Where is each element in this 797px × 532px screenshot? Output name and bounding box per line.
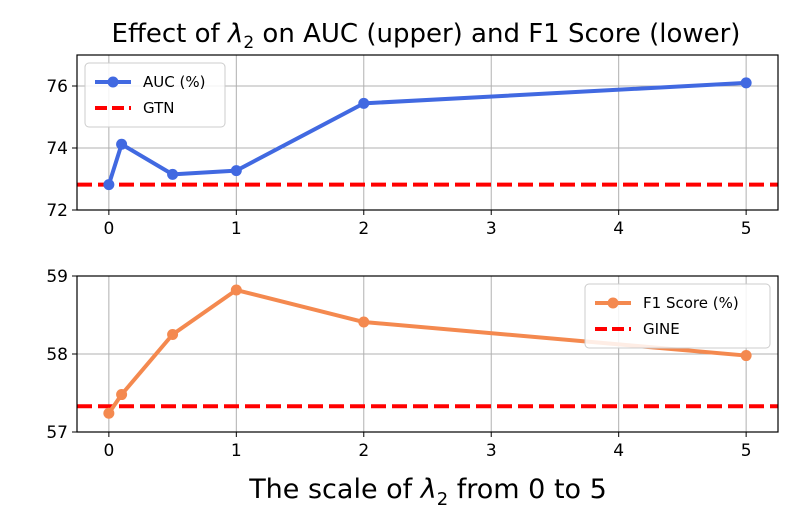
upper-panel: 0 1 2 3 4 5 72 74 76 AUC (%) GTN xyxy=(46,54,779,239)
data-point xyxy=(167,329,179,340)
data-point xyxy=(103,179,115,191)
data-point xyxy=(167,168,179,180)
x-tick-label: 1 xyxy=(231,219,242,239)
series-line xyxy=(106,80,747,186)
x-tick-label: 5 xyxy=(741,441,752,461)
legend-label: F1 Score (%) xyxy=(643,294,739,312)
data-point xyxy=(116,389,128,401)
data-point xyxy=(103,407,115,419)
data-point xyxy=(358,97,370,109)
legend-marker xyxy=(107,76,119,88)
y-tick-label: 74 xyxy=(46,139,68,159)
y-tick-label: 76 xyxy=(46,77,68,97)
plot-frame xyxy=(76,54,779,211)
legend-box xyxy=(584,283,771,349)
x-tick-label: 2 xyxy=(358,219,369,239)
x-tick-label: 2 xyxy=(358,441,369,461)
x-tick-label: 3 xyxy=(486,441,497,461)
legend-label: GINE xyxy=(643,320,680,338)
legend: F1 Score (%) GINE xyxy=(584,283,771,349)
data-point xyxy=(116,138,128,150)
figure-title: Effect of λ2 on AUC (upper) and F1 Score… xyxy=(112,19,741,53)
legend-label: AUC (%) xyxy=(143,73,205,91)
legend-marker xyxy=(607,297,619,309)
y-tick-label: 58 xyxy=(46,345,68,365)
legend-box xyxy=(84,62,226,128)
y-tick-label: 57 xyxy=(46,423,68,443)
legend-label: GTN xyxy=(143,99,174,117)
y-tick-label: 59 xyxy=(46,267,68,287)
x-tick-label: 0 xyxy=(103,219,114,239)
y-tick-label: 72 xyxy=(46,201,68,221)
x-tick-label: 0 xyxy=(103,441,114,461)
data-point xyxy=(230,284,242,296)
legend: AUC (%) GTN xyxy=(84,62,226,128)
x-axis-label: The scale of λ2 from 0 to 5 xyxy=(248,474,607,510)
x-tick-label: 1 xyxy=(231,441,242,461)
data-point xyxy=(740,77,752,89)
x-tick-label: 4 xyxy=(613,219,624,239)
data-point xyxy=(358,316,370,328)
data-point xyxy=(740,350,752,362)
data-point xyxy=(230,165,242,177)
x-tick-label: 5 xyxy=(741,219,752,239)
lower-panel: 0 1 2 3 4 5 57 58 59 F1 Score (%) GINE xyxy=(46,267,779,461)
x-tick-label: 3 xyxy=(486,219,497,239)
x-tick-label: 4 xyxy=(613,441,624,461)
